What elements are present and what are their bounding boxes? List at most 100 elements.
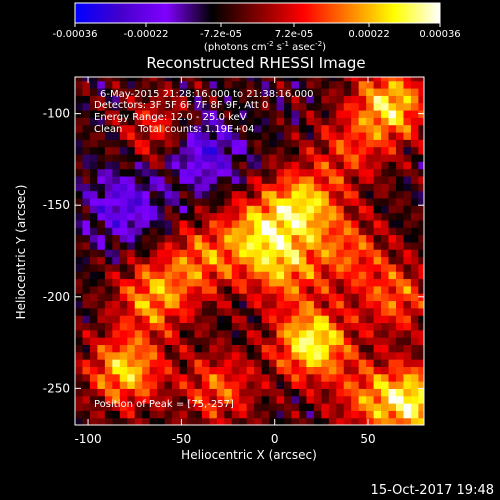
heatmap-cell bbox=[343, 329, 352, 338]
heatmap-cell bbox=[254, 161, 263, 170]
heatmap-cell bbox=[388, 168, 397, 177]
heatmap-cell bbox=[284, 366, 293, 375]
heatmap-cell bbox=[313, 212, 322, 221]
heatmap-cell bbox=[127, 131, 136, 140]
heatmap-cell bbox=[97, 359, 106, 367]
heatmap-cell bbox=[358, 175, 367, 184]
heatmap-cell bbox=[343, 285, 352, 294]
heatmap-cell bbox=[388, 373, 397, 382]
heatmap-cell bbox=[284, 102, 293, 111]
heatmap-cell bbox=[269, 337, 278, 346]
heatmap-cell bbox=[112, 227, 121, 236]
heatmap-cell bbox=[127, 234, 136, 243]
heatmap-cell bbox=[261, 285, 270, 294]
heatmap-cell bbox=[224, 153, 233, 162]
heatmap-cell bbox=[298, 417, 308, 425]
heatmap-cell bbox=[269, 351, 278, 360]
heatmap-cell bbox=[134, 366, 143, 375]
heatmap-cell bbox=[82, 212, 91, 221]
heatmap-cell bbox=[164, 417, 173, 425]
heatmap-cell bbox=[403, 271, 412, 280]
heatmap-cell bbox=[149, 285, 158, 294]
heatmap-cell bbox=[134, 322, 143, 331]
heatmap-cell bbox=[373, 315, 382, 324]
heatmap-cell bbox=[388, 146, 397, 155]
heatmap-cell bbox=[418, 234, 424, 243]
heatmap-cell bbox=[157, 241, 166, 250]
heatmap-cell bbox=[328, 234, 337, 243]
heatmap-cell bbox=[97, 271, 106, 280]
heatmap-cell bbox=[201, 102, 210, 111]
heatmap-cell bbox=[328, 87, 337, 96]
heatmap-cell bbox=[239, 395, 248, 404]
heatmap-cell bbox=[351, 146, 360, 155]
heatmap-cell bbox=[89, 102, 98, 111]
heatmap-cell bbox=[186, 300, 196, 309]
heatmap-cell bbox=[164, 278, 173, 287]
heatmap-cell bbox=[172, 307, 181, 316]
heatmap-cell bbox=[261, 403, 270, 411]
heatmap-cell bbox=[201, 109, 210, 118]
heatmap-cell bbox=[75, 263, 84, 272]
heatmap-cell bbox=[179, 256, 188, 265]
heatmap-cell bbox=[254, 410, 263, 419]
heatmap-cell bbox=[186, 256, 196, 265]
heatmap-cell bbox=[97, 373, 106, 382]
heatmap-cell bbox=[127, 219, 136, 228]
heatmap-cell bbox=[119, 373, 128, 382]
heatmap-cell bbox=[388, 337, 397, 346]
heatmap-cell bbox=[388, 131, 397, 140]
heatmap-cell bbox=[246, 351, 255, 360]
heatmap-cell bbox=[186, 329, 196, 338]
heatmap-cell bbox=[75, 219, 84, 228]
heatmap-cell bbox=[418, 322, 424, 331]
heatmap-cell bbox=[142, 410, 151, 419]
heatmap-cell bbox=[254, 256, 263, 265]
heatmap-cell bbox=[82, 241, 91, 250]
heatmap-cell bbox=[351, 307, 360, 316]
heatmap-cell bbox=[396, 227, 405, 236]
heatmap-cell bbox=[216, 388, 225, 397]
heatmap-cell bbox=[134, 241, 143, 250]
heatmap-cell bbox=[343, 410, 352, 419]
heatmap-cell bbox=[231, 197, 240, 206]
heatmap-cell bbox=[119, 271, 128, 280]
heatmap-cell bbox=[276, 256, 285, 265]
heatmap-cell bbox=[418, 351, 424, 360]
heatmap-cell bbox=[261, 278, 270, 287]
heatmap-cell bbox=[82, 373, 91, 382]
heatmap-cell bbox=[291, 153, 300, 162]
heatmap-cell bbox=[142, 300, 151, 309]
heatmap-cell bbox=[261, 227, 270, 236]
heatmap-cell bbox=[209, 351, 218, 360]
footer-date: 15-Oct-2017 19:48 bbox=[371, 483, 494, 498]
heatmap-cell bbox=[75, 146, 84, 155]
heatmap-cell bbox=[328, 293, 337, 302]
heatmap-cell bbox=[366, 131, 375, 140]
heatmap-cell bbox=[104, 197, 113, 206]
heatmap-cell bbox=[82, 161, 91, 170]
heatmap-cell bbox=[306, 293, 315, 302]
heatmap-cell bbox=[194, 263, 203, 272]
heatmap-cell bbox=[381, 234, 390, 243]
heatmap-cell bbox=[328, 205, 337, 214]
heatmap-cell bbox=[231, 109, 240, 118]
heatmap-cell bbox=[298, 329, 308, 338]
heatmap-cell bbox=[89, 395, 98, 404]
heatmap-cell bbox=[209, 403, 218, 411]
heatmap-cell bbox=[209, 410, 218, 419]
heatmap-cell bbox=[186, 124, 196, 133]
heatmap-cell bbox=[157, 131, 166, 140]
heatmap-cell bbox=[149, 373, 158, 382]
heatmap-cell bbox=[97, 307, 106, 316]
heatmap-cell bbox=[261, 351, 270, 360]
heatmap-cell bbox=[410, 190, 420, 199]
heatmap-cell bbox=[284, 278, 293, 287]
heatmap-cell bbox=[231, 183, 240, 192]
heatmap-cell bbox=[134, 212, 143, 221]
heatmap-cell bbox=[216, 271, 225, 280]
heatmap-cell bbox=[410, 381, 420, 389]
heatmap-cell bbox=[313, 249, 322, 258]
heatmap-cell bbox=[321, 87, 330, 96]
heatmap-cell bbox=[261, 197, 270, 206]
